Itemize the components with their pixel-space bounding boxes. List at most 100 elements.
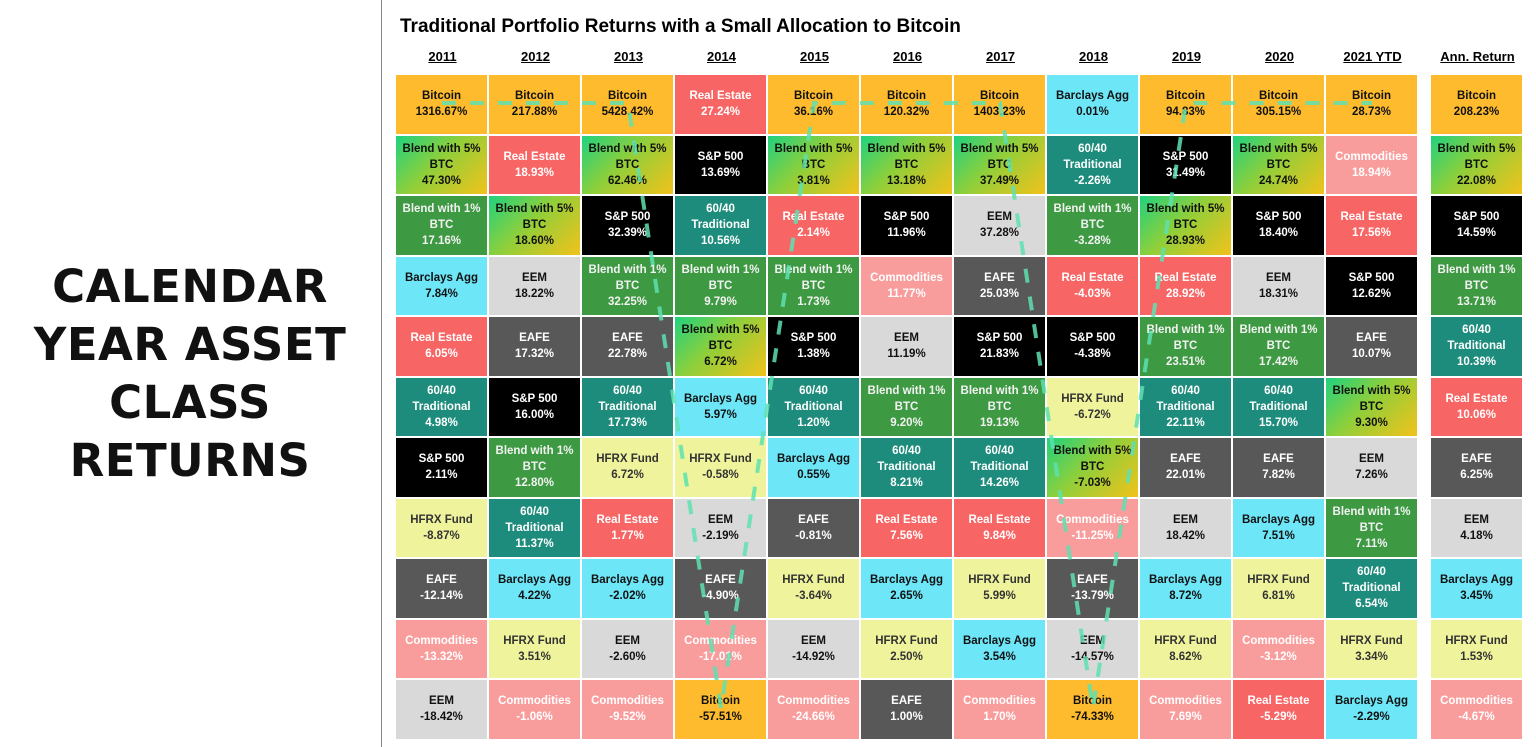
cell-value: 15.70% <box>1258 416 1298 429</box>
cell-asset: S&P 500 <box>1069 332 1116 345</box>
cell-value: 11.37% <box>515 537 554 550</box>
cell-value: -0.81% <box>795 529 832 542</box>
cell-asset: S&P 500 <box>697 150 744 163</box>
column-header: 2017 <box>986 49 1015 64</box>
column-header: 2021 YTD <box>1343 49 1402 64</box>
table-cell: Bitcoin 94.83% <box>1140 75 1232 135</box>
table-cell: HFRX Fund 6.72% <box>582 438 674 498</box>
table-cell: EEM 4.18% <box>1431 498 1523 558</box>
cell-value: 8.21% <box>890 477 923 490</box>
cell-asset: EAFE <box>705 574 736 587</box>
cell-asset: EAFE <box>1263 453 1294 466</box>
table-cell: Barclays Agg 8.72% <box>1140 559 1232 619</box>
cell-asset: EAFE <box>1170 453 1201 466</box>
cell-value: 3.34% <box>1355 650 1388 663</box>
cell-asset: Bitcoin <box>422 90 461 103</box>
cell-value: 7.11% <box>1355 537 1388 550</box>
table-cell: Blend with 5% BTC 9.30% <box>1326 377 1418 437</box>
table-cell: S&P 500 -4.38% <box>1047 317 1139 377</box>
cell-asset: Commodities <box>777 695 850 708</box>
cell-value: 5.99% <box>983 590 1016 603</box>
cell-asset: Barclays Agg <box>404 271 479 284</box>
table-cell: HFRX Fund -8.87% <box>396 498 488 558</box>
cell-value: 1.73% <box>797 295 830 308</box>
cell-value: -4.38% <box>1074 348 1111 361</box>
table-cell: EAFE 10.07% <box>1326 317 1418 377</box>
cell-value: 27.24% <box>700 106 740 119</box>
cell-value: 94.83% <box>1165 106 1205 119</box>
cell-asset: Commodities <box>1149 695 1222 708</box>
cell-asset: Barclays Agg <box>776 453 851 466</box>
cell-value: 32.39% <box>607 227 647 240</box>
cell-asset: EEM <box>1080 634 1105 647</box>
cell-value: 17.32% <box>514 348 554 361</box>
cell-asset: EEM <box>801 634 826 647</box>
table-cell: HFRX Fund 8.62% <box>1140 619 1232 679</box>
cell-value: 9.20% <box>890 416 923 429</box>
cell-asset: EAFE <box>798 513 829 526</box>
table-cell: Blend with 5% BTC 22.08% <box>1431 135 1523 195</box>
cell-value: 22.01% <box>1165 469 1205 482</box>
cell-value: 3.51% <box>518 650 551 663</box>
cell-asset: S&P 500 <box>883 211 930 224</box>
cell-asset: Blend with 1% BTC <box>1437 263 1516 292</box>
cell-value: -2.29% <box>1353 711 1390 724</box>
cell-value: 7.82% <box>1262 469 1295 482</box>
cell-asset: Real Estate <box>596 513 659 526</box>
cell-value: 32.25% <box>607 295 647 308</box>
cell-asset: EEM <box>615 634 640 647</box>
table-cell: EAFE 22.78% <box>582 317 674 377</box>
cell-asset: Blend with 5% BTC <box>402 142 481 171</box>
cell-value: 62.46% <box>607 174 647 187</box>
column-header: 2019 <box>1172 49 1201 64</box>
cell-asset: Blend with 5% BTC <box>1146 203 1225 232</box>
table-cell: Blend with 1% BTC 7.11% <box>1326 498 1418 558</box>
table-cell: Real Estate 6.05% <box>396 317 488 377</box>
cell-asset: Commodities <box>1335 150 1408 163</box>
cell-asset: Blend with 1% BTC <box>1239 324 1318 353</box>
table-cell: Blend with 1% BTC 13.71% <box>1431 256 1523 316</box>
table-cell: S&P 500 13.69% <box>675 135 767 195</box>
cell-value: 0.55% <box>797 469 830 482</box>
cell-value: 3.81% <box>797 174 830 187</box>
table-cell: Blend with 1% BTC 19.13% <box>954 377 1046 437</box>
cell-asset: EEM <box>1359 453 1384 466</box>
table-cell: HFRX Fund -0.58% <box>675 438 767 498</box>
cell-asset: Real Estate <box>410 332 473 345</box>
table-cell: Commodities 1.70% <box>954 680 1046 740</box>
cell-value: 8.62% <box>1169 650 1202 663</box>
table-cell: HFRX Fund 5.99% <box>954 559 1046 619</box>
cell-asset: Real Estate <box>968 513 1031 526</box>
cell-asset: Real Estate <box>1445 392 1508 405</box>
cell-asset: S&P 500 <box>604 211 651 224</box>
table-cell: Commodities -11.25% <box>1047 498 1139 558</box>
cell-value: 11.77% <box>887 287 926 300</box>
cell-value: -11.25% <box>1071 529 1114 542</box>
table-cell: Blend with 5% BTC 28.93% <box>1140 196 1232 256</box>
cell-value: 18.31% <box>1258 287 1298 300</box>
cell-value: 12.62% <box>1351 287 1391 300</box>
cell-value: 18.93% <box>514 166 554 179</box>
cell-asset: Real Estate <box>875 513 938 526</box>
table-cell: Commodities 18.94% <box>1326 135 1418 195</box>
cell-value: 217.88% <box>511 106 558 119</box>
cell-asset: Blend with 5% BTC <box>960 142 1039 171</box>
cell-value: 1403.23% <box>973 106 1026 119</box>
table-cell: EEM -2.19% <box>675 498 767 558</box>
table-cell: Blend with 5% BTC 37.49% <box>954 135 1046 195</box>
cell-value: 10.06% <box>1456 408 1496 421</box>
table-cell: HFRX Fund -6.72% <box>1047 377 1139 437</box>
cell-value: 1.77% <box>611 529 644 542</box>
cell-value: -14.92% <box>792 650 835 663</box>
cell-value: 22.78% <box>607 348 647 361</box>
table-cell: Barclays Agg 2.65% <box>861 559 953 619</box>
cell-value: -8.87% <box>423 529 460 542</box>
column-header: 2014 <box>707 49 736 64</box>
table-cell: Barclays Agg 5.97% <box>675 377 767 437</box>
table-cell: Commodities 11.77% <box>861 256 953 316</box>
cell-asset: Blend with 1% BTC <box>1332 505 1411 534</box>
cell-asset: HFRX Fund <box>968 574 1031 587</box>
cell-asset: 60/40 Traditional <box>1342 566 1401 595</box>
table-cell: Barclays Agg 7.84% <box>396 256 488 316</box>
cell-value: 21.83% <box>979 348 1019 361</box>
